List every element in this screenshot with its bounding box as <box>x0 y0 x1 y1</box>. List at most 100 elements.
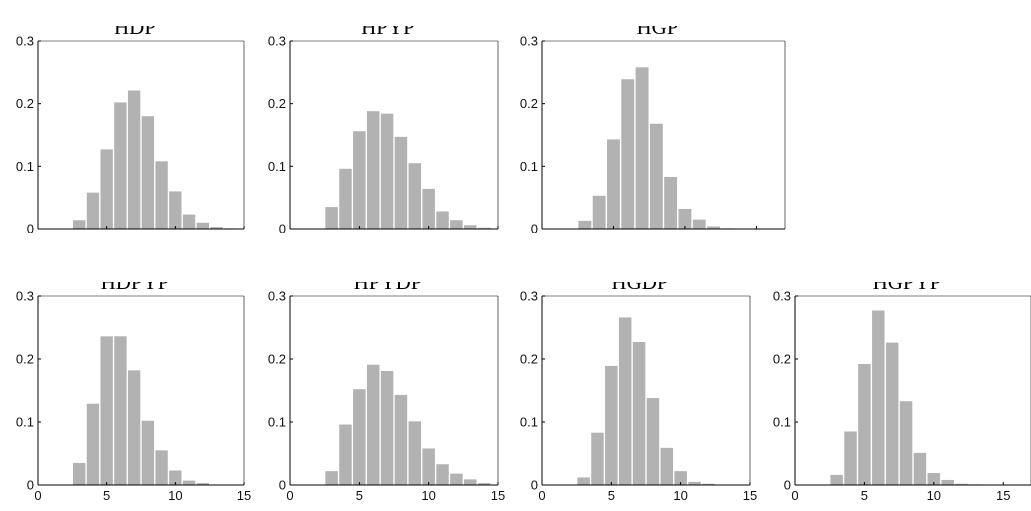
x-tick-label: 10 <box>421 488 435 503</box>
y-tick-label: 0.1 <box>520 415 538 430</box>
histogram-bar <box>182 480 196 485</box>
y-tick-label: 0.2 <box>268 96 286 111</box>
y-tick-label: 0.1 <box>773 415 791 430</box>
y-tick-label: 0.3 <box>520 34 538 49</box>
x-tick-label: 10 <box>168 488 182 503</box>
y-tick-label: 0.1 <box>268 159 286 174</box>
histogram-bar <box>196 222 209 229</box>
histogram-bar <box>353 131 366 229</box>
histogram-bar <box>210 227 223 229</box>
y-tick-label: 0.2 <box>268 352 286 367</box>
histogram-bar <box>196 483 209 485</box>
histogram-bar <box>73 462 86 485</box>
histogram-bar <box>169 191 182 229</box>
histogram-bar <box>127 370 141 485</box>
y-tick-label: 0.3 <box>520 289 538 304</box>
histogram-bar <box>155 450 168 485</box>
y-tick-label: 0 <box>279 478 286 493</box>
x-tick-label: 15 <box>491 488 505 503</box>
histogram-bar <box>872 310 885 485</box>
histogram-bar <box>155 161 168 229</box>
histogram-bar <box>646 398 660 485</box>
y-tick-label: 0.2 <box>16 96 34 111</box>
histogram-bar <box>422 448 435 485</box>
histogram-bar <box>477 227 491 229</box>
x-tick-label: 0 <box>34 488 41 503</box>
histogram-bar <box>86 192 100 229</box>
histogram-bar <box>114 102 127 229</box>
histogram-bar <box>607 139 620 229</box>
x-tick-label: 10 <box>673 488 687 503</box>
x-tick-label: 5 <box>103 488 110 503</box>
histogram-bar <box>577 477 590 485</box>
histogram-bar <box>899 401 913 485</box>
y-tick-label: 0.1 <box>16 159 34 174</box>
y-tick-label: 0.1 <box>268 415 286 430</box>
y-tick-label: 0 <box>784 478 791 493</box>
histogram-bar <box>366 111 380 229</box>
x-tick-label: 10 <box>927 488 941 503</box>
histogram-bar <box>86 403 100 485</box>
top-crop-mask <box>0 0 1031 26</box>
y-tick-label: 0 <box>27 222 34 237</box>
histogram-bar <box>436 211 449 229</box>
histogram-bar <box>707 226 720 229</box>
histogram-bar <box>169 470 182 485</box>
histogram-bar <box>678 208 692 229</box>
histogram-bar <box>141 116 155 229</box>
histogram-bar <box>100 336 113 485</box>
histogram-bar <box>325 471 338 485</box>
histogram-bar <box>927 473 941 485</box>
y-tick-label: 0 <box>531 222 538 237</box>
x-tick-label: 15 <box>237 488 251 503</box>
histogram-bar <box>127 90 141 229</box>
y-tick-label: 0 <box>27 478 34 493</box>
histogram-bar <box>578 220 592 229</box>
histogram-bar <box>408 163 422 229</box>
histogram-bar <box>450 473 463 485</box>
histogram-bar <box>674 471 687 485</box>
histogram-bar <box>649 123 663 229</box>
histogram-bar <box>408 421 422 485</box>
histogram-bar <box>366 364 380 485</box>
y-tick-label: 0 <box>531 478 538 493</box>
y-tick-label: 0.3 <box>268 289 286 304</box>
histogram-bar <box>141 420 155 485</box>
y-tick-label: 0.2 <box>520 352 538 367</box>
x-tick-label: 0 <box>538 488 545 503</box>
histogram-bar <box>100 149 113 229</box>
y-tick-label: 0.2 <box>773 352 791 367</box>
x-tick-label: 0 <box>286 488 293 503</box>
histogram-bar <box>394 136 408 229</box>
histogram-bar <box>591 432 604 485</box>
histogram-bar <box>436 464 449 485</box>
histogram-bar <box>339 424 352 485</box>
x-tick-label: 5 <box>861 488 868 503</box>
y-tick-label: 0.1 <box>16 415 34 430</box>
x-tick-label: 5 <box>356 488 363 503</box>
histogram-bar <box>464 479 477 485</box>
histogram-bar <box>353 389 366 485</box>
histogram-bar <box>664 176 678 229</box>
histogram-bar <box>114 336 127 485</box>
histogram-bar <box>182 214 196 229</box>
y-tick-label: 0.2 <box>520 96 538 111</box>
histogram-bar <box>325 207 338 229</box>
y-tick-label: 0.3 <box>268 34 286 49</box>
histogram-bar <box>339 168 352 229</box>
histogram-bar <box>941 479 954 485</box>
y-tick-label: 0.1 <box>520 159 538 174</box>
x-tick-label: 15 <box>743 488 757 503</box>
histogram-bar <box>592 195 606 229</box>
histogram-bar <box>464 225 477 229</box>
histogram-bar <box>380 370 394 485</box>
y-tick-label: 0.3 <box>16 289 34 304</box>
histogram-bar <box>702 483 715 485</box>
